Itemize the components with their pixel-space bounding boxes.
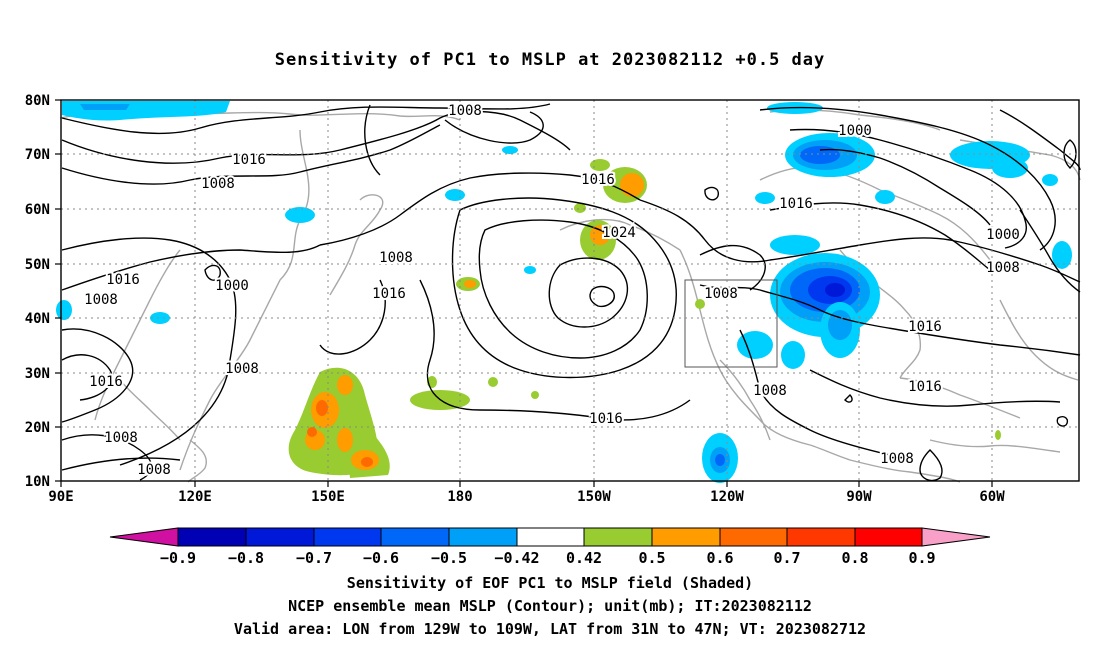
colorbar-swatch bbox=[719, 527, 788, 547]
contour-label: 1008 bbox=[84, 292, 118, 308]
contour-label: 1008 bbox=[225, 361, 259, 377]
lon-label: 120E bbox=[178, 489, 212, 505]
colorbar-label: −0.9 bbox=[160, 549, 196, 567]
colorbar-label: 0.7 bbox=[773, 549, 800, 567]
colorbar-label: −0.42 bbox=[494, 549, 539, 567]
colorbar-label: 0.6 bbox=[706, 549, 733, 567]
lat-lon-grid bbox=[61, 100, 1079, 481]
caption-line-1: Sensitivity of EOF PC1 to MSLP field (Sh… bbox=[346, 574, 754, 592]
lon-label: 150E bbox=[311, 489, 345, 505]
colorbar-label: −0.7 bbox=[296, 549, 332, 567]
contour-label: 1008 bbox=[448, 103, 482, 119]
colorbar-swatch bbox=[448, 527, 518, 547]
lat-label: 60N bbox=[25, 202, 50, 218]
contour-label: 1016 bbox=[589, 411, 623, 427]
plot-frame bbox=[60, 99, 1080, 482]
colorbar-swatch bbox=[516, 527, 585, 547]
lon-label: 180 bbox=[447, 489, 472, 505]
contour-label: 1008 bbox=[880, 451, 914, 467]
contour-label: 1000 bbox=[215, 278, 249, 294]
colorbar-swatch bbox=[245, 527, 315, 547]
contour-label: 1008 bbox=[379, 250, 413, 266]
lat-label: 70N bbox=[25, 147, 50, 163]
lat-label: 10N bbox=[25, 474, 50, 490]
plot-title: Sensitivity of PC1 to MSLP at 2023082112… bbox=[274, 50, 826, 70]
colorbar-swatch bbox=[651, 527, 721, 547]
negative-sensitivity-shading bbox=[56, 101, 1072, 483]
lon-label: 120W bbox=[710, 489, 744, 505]
lat-label: 50N bbox=[25, 257, 50, 273]
colorbar-labels: −0.9 −0.8 −0.7 −0.6 −0.5 −0.42 0.42 0.5 … bbox=[160, 549, 936, 567]
colorbar-label: 0.8 bbox=[841, 549, 868, 567]
lon-label: 90E bbox=[48, 489, 73, 505]
contour-label: 1016 bbox=[89, 374, 123, 390]
colorbar-swatch bbox=[786, 527, 856, 547]
lat-label: 40N bbox=[25, 311, 50, 327]
contour-label: 1016 bbox=[779, 196, 813, 212]
mslp-contours bbox=[61, 103, 1081, 482]
contour-label: 1008 bbox=[137, 462, 171, 478]
contour-label: 1016 bbox=[372, 286, 406, 302]
colorbar-swatch bbox=[177, 527, 247, 547]
contour-label: 1008 bbox=[704, 286, 738, 302]
colorbar-label: 0.9 bbox=[908, 549, 935, 567]
lat-label: 80N bbox=[25, 93, 50, 109]
caption-line-2: NCEP ensemble mean MSLP (Contour); unit(… bbox=[288, 597, 812, 615]
lon-label: 150W bbox=[577, 489, 611, 505]
contour-label: 1008 bbox=[201, 176, 235, 192]
lat-label: 30N bbox=[25, 366, 50, 382]
colorbar-label: −0.6 bbox=[363, 549, 399, 567]
colorbar-swatch bbox=[583, 527, 653, 547]
colorbar-swatch bbox=[380, 527, 450, 547]
colorbar bbox=[109, 527, 991, 547]
colorbar-swatch bbox=[313, 527, 382, 547]
contour-label: 1000 bbox=[986, 227, 1020, 243]
colorbar-min-arrow bbox=[109, 527, 179, 547]
contour-label: 1000 bbox=[838, 123, 872, 139]
lat-label: 20N bbox=[25, 420, 50, 436]
colorbar-label: 0.42 bbox=[566, 549, 602, 567]
contour-label: 1008 bbox=[753, 383, 787, 399]
axis-ticks bbox=[55, 99, 993, 487]
valid-area-box bbox=[684, 279, 778, 368]
lon-label: 90W bbox=[846, 489, 872, 505]
colorbar-label: −0.5 bbox=[431, 549, 467, 567]
caption-line-3: Valid area: LON from 129W to 109W, LAT f… bbox=[233, 620, 867, 638]
contour-label: 1016 bbox=[232, 152, 266, 168]
contour-label: 1016 bbox=[581, 172, 615, 188]
contour-label: 1008 bbox=[104, 430, 138, 446]
contour-label: 1008 bbox=[986, 260, 1020, 276]
longitude-labels: 90E 120E 150E 180 150W 120W 90W 60W bbox=[48, 489, 1005, 505]
contour-label: 1016 bbox=[106, 272, 140, 288]
latitude-labels: 80N 70N 60N 50N 40N 30N 20N 10N bbox=[25, 93, 50, 490]
contour-label: 1016 bbox=[908, 379, 942, 395]
colorbar-label: −0.8 bbox=[228, 549, 264, 567]
contour-label: 1024 bbox=[602, 225, 636, 241]
lon-label: 60W bbox=[979, 489, 1005, 505]
colorbar-label: 0.5 bbox=[638, 549, 665, 567]
colorbar-max-arrow bbox=[921, 527, 991, 547]
contour-labels: 1008 1016 1008 1016 1008 1000 1008 1016 … bbox=[82, 101, 1022, 480]
coastlines bbox=[59, 109, 1081, 483]
colorbar-swatch bbox=[854, 527, 923, 547]
contour-label: 1016 bbox=[908, 319, 942, 335]
